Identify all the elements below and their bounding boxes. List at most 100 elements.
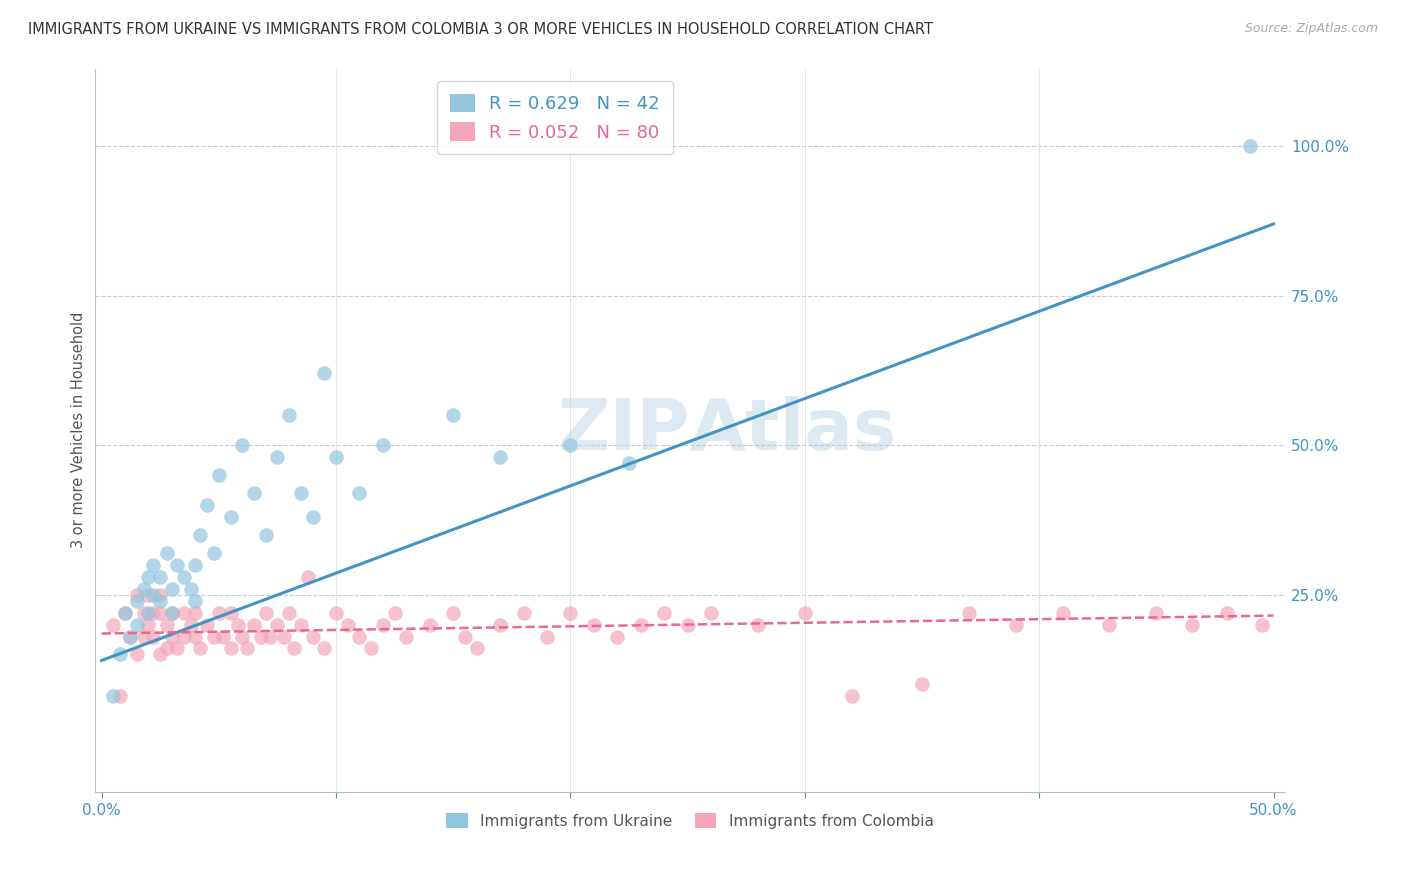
- Point: [266, 450, 288, 464]
- Point: [290, 486, 312, 500]
- Point: [278, 606, 301, 620]
- Point: [911, 677, 934, 691]
- Point: [243, 617, 266, 632]
- Point: [212, 630, 235, 644]
- Point: [325, 606, 347, 620]
- Point: [202, 546, 225, 560]
- Point: [195, 498, 218, 512]
- Point: [138, 606, 160, 620]
- Point: [138, 588, 160, 602]
- Point: [132, 582, 155, 596]
- Point: [290, 617, 312, 632]
- Point: [1052, 606, 1074, 620]
- Point: [349, 630, 371, 644]
- Point: [110, 690, 132, 704]
- Point: [297, 570, 319, 584]
- Point: [188, 528, 211, 542]
- Point: [617, 456, 640, 470]
- Point: [231, 438, 253, 452]
- Point: [747, 617, 769, 632]
- Point: [208, 468, 231, 483]
- Point: [184, 558, 207, 572]
- Point: [202, 630, 225, 644]
- Point: [149, 593, 172, 607]
- Y-axis label: 3 or more Vehicles in Household: 3 or more Vehicles in Household: [72, 312, 86, 549]
- Point: [254, 606, 277, 620]
- Point: [841, 690, 863, 704]
- Point: [957, 606, 980, 620]
- Text: Atlas: Atlas: [690, 396, 897, 465]
- Point: [360, 641, 382, 656]
- Text: ZIP: ZIP: [558, 396, 690, 465]
- Point: [156, 641, 179, 656]
- Point: [125, 588, 148, 602]
- Point: [173, 630, 195, 644]
- Point: [454, 630, 477, 644]
- Point: [314, 641, 336, 656]
- Point: [301, 630, 323, 644]
- Point: [606, 630, 628, 644]
- Point: [160, 606, 183, 620]
- Point: [160, 606, 183, 620]
- Point: [236, 641, 259, 656]
- Point: [184, 606, 207, 620]
- Point: [166, 641, 188, 656]
- Point: [349, 486, 371, 500]
- Point: [180, 617, 202, 632]
- Point: [180, 582, 202, 596]
- Point: [184, 630, 207, 644]
- Point: [219, 641, 242, 656]
- Point: [103, 617, 125, 632]
- Point: [142, 588, 165, 602]
- Point: [125, 648, 148, 662]
- Point: [395, 630, 418, 644]
- Point: [184, 593, 207, 607]
- Point: [371, 617, 394, 632]
- Point: [793, 606, 815, 620]
- Point: [160, 582, 183, 596]
- Point: [512, 606, 534, 620]
- Point: [231, 630, 253, 644]
- Text: IMMIGRANTS FROM UKRAINE VS IMMIGRANTS FROM COLOMBIA 3 OR MORE VEHICLES IN HOUSEH: IMMIGRANTS FROM UKRAINE VS IMMIGRANTS FR…: [28, 22, 934, 37]
- Point: [188, 641, 211, 656]
- Point: [676, 617, 699, 632]
- Point: [110, 648, 132, 662]
- Point: [226, 617, 249, 632]
- Point: [1098, 617, 1121, 632]
- Point: [142, 630, 165, 644]
- Point: [142, 558, 165, 572]
- Point: [156, 546, 179, 560]
- Point: [278, 409, 301, 423]
- Point: [166, 558, 188, 572]
- Point: [149, 570, 172, 584]
- Point: [1144, 606, 1167, 620]
- Point: [560, 438, 582, 452]
- Point: [314, 367, 336, 381]
- Point: [254, 528, 277, 542]
- Point: [118, 630, 141, 644]
- Point: [325, 450, 347, 464]
- Point: [273, 630, 295, 644]
- Text: Source: ZipAtlas.com: Source: ZipAtlas.com: [1244, 22, 1378, 36]
- Point: [114, 606, 136, 620]
- Point: [118, 630, 141, 644]
- Point: [1004, 617, 1026, 632]
- Point: [156, 617, 179, 632]
- Point: [138, 617, 160, 632]
- Point: [132, 630, 155, 644]
- Point: [384, 606, 406, 620]
- Point: [114, 606, 136, 620]
- Point: [1180, 617, 1202, 632]
- Point: [560, 606, 582, 620]
- Point: [243, 486, 266, 500]
- Point: [283, 641, 305, 656]
- Point: [1250, 617, 1272, 632]
- Point: [630, 617, 652, 632]
- Legend: Immigrants from Ukraine, Immigrants from Colombia: Immigrants from Ukraine, Immigrants from…: [440, 807, 939, 835]
- Point: [250, 630, 273, 644]
- Point: [138, 570, 160, 584]
- Point: [465, 641, 488, 656]
- Point: [208, 606, 231, 620]
- Point: [259, 630, 281, 644]
- Point: [266, 617, 288, 632]
